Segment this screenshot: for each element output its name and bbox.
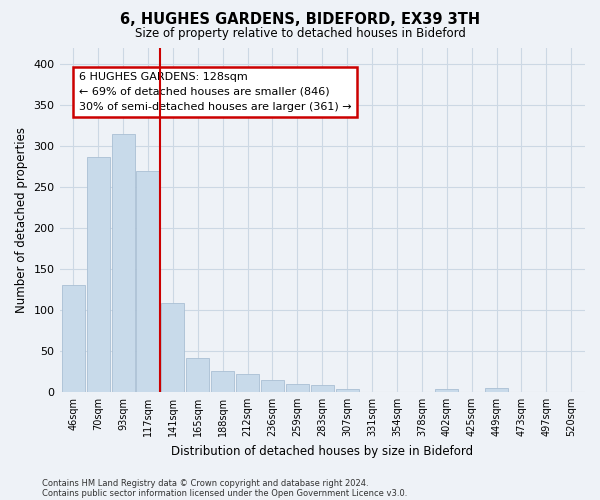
Text: Contains HM Land Registry data © Crown copyright and database right 2024.: Contains HM Land Registry data © Crown c… [42, 478, 368, 488]
Bar [211, 372, 234, 392]
Bar [311, 384, 334, 392]
Bar [86, 158, 110, 392]
Text: 6 HUGHES GARDENS: 128sqm
← 69% of detached houses are smaller (846)
30% of semi-: 6 HUGHES GARDENS: 128sqm ← 69% of detach… [79, 72, 352, 112]
Bar [186, 358, 209, 392]
Bar [236, 374, 259, 392]
Bar [136, 170, 160, 392]
Bar [62, 286, 85, 392]
Text: Size of property relative to detached houses in Bideford: Size of property relative to detached ho… [134, 28, 466, 40]
Bar [161, 302, 184, 392]
Bar [436, 388, 458, 392]
Bar [336, 390, 359, 392]
Text: Contains public sector information licensed under the Open Government Licence v3: Contains public sector information licen… [42, 488, 407, 498]
Bar [112, 134, 134, 392]
Bar [485, 388, 508, 392]
Bar [261, 380, 284, 392]
X-axis label: Distribution of detached houses by size in Bideford: Distribution of detached houses by size … [171, 444, 473, 458]
Text: 6, HUGHES GARDENS, BIDEFORD, EX39 3TH: 6, HUGHES GARDENS, BIDEFORD, EX39 3TH [120, 12, 480, 28]
Bar [286, 384, 309, 392]
Y-axis label: Number of detached properties: Number of detached properties [15, 126, 28, 312]
